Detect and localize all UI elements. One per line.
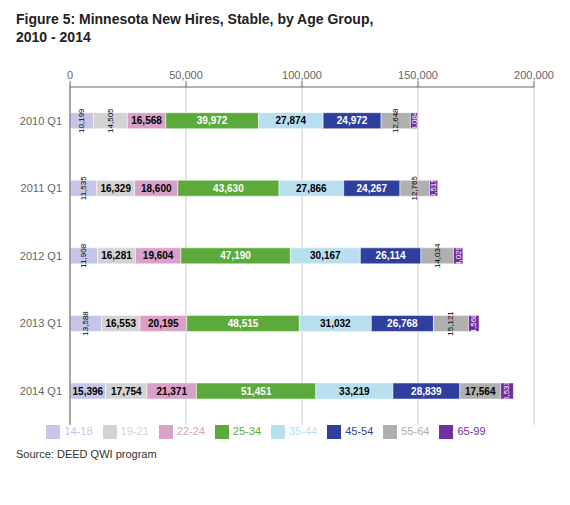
html-text:45-54: 45-54 — [345, 425, 374, 438]
svg-text:2013 Q1: 2013 Q1 — [20, 318, 62, 330]
svg-text:3,515: 3,515 — [429, 178, 438, 199]
svg-text:27,874: 27,874 — [276, 116, 307, 127]
svg-text:3,084: 3,084 — [410, 111, 419, 132]
svg-text:50,000: 50,000 — [169, 69, 203, 81]
svg-text:21,371: 21,371 — [156, 386, 187, 397]
svg-text:16,568: 16,568 — [131, 116, 162, 127]
svg-text:15,121: 15,121 — [446, 311, 455, 336]
svg-text:26,114: 26,114 — [376, 251, 406, 262]
svg-text:2012 Q1: 2012 Q1 — [20, 250, 62, 262]
svg-text:24,267: 24,267 — [357, 183, 388, 194]
svg-text:4,029: 4,029 — [454, 246, 463, 267]
svg-text:4,568: 4,568 — [469, 313, 478, 334]
svg-text:47,190: 47,190 — [220, 251, 251, 262]
svg-text:16,329: 16,329 — [100, 183, 131, 194]
svg-text:26,768: 26,768 — [387, 318, 418, 329]
svg-text:13,588: 13,588 — [81, 311, 90, 336]
html-text:Source: DEED QWI program: Source: DEED QWI program — [16, 448, 157, 461]
svg-text:2010 Q1: 2010 Q1 — [20, 115, 62, 127]
svg-text:200,000: 200,000 — [514, 69, 554, 81]
svg-text:100,000: 100,000 — [282, 69, 322, 81]
svg-text:31,032: 31,032 — [320, 318, 351, 329]
svg-text:48,515: 48,515 — [228, 318, 259, 329]
html-text:65-99: 65-99 — [457, 425, 486, 438]
svg-text:2011 Q1: 2011 Q1 — [21, 183, 62, 195]
html-text:22-24: 22-24 — [176, 425, 205, 438]
html-text:25-34: 25-34 — [232, 425, 261, 438]
svg-text:51,451: 51,451 — [241, 386, 272, 397]
svg-text:17,564: 17,564 — [465, 386, 496, 397]
svg-text:43,630: 43,630 — [213, 183, 244, 194]
html-text:19-21: 19-21 — [120, 425, 149, 438]
svg-text:27,866: 27,866 — [296, 183, 327, 194]
svg-text:12,765: 12,765 — [410, 176, 419, 201]
svg-text:24,972: 24,972 — [337, 116, 368, 127]
html-text:55-64: 55-64 — [401, 425, 430, 438]
svg-text:12,648: 12,648 — [391, 108, 400, 133]
svg-text:17,754: 17,754 — [111, 386, 142, 397]
svg-text:14,505: 14,505 — [106, 108, 115, 133]
svg-text:150,000: 150,000 — [398, 69, 438, 81]
html-text:35-44: 35-44 — [289, 425, 318, 438]
svg-text:11,535: 11,535 — [79, 176, 88, 200]
svg-text:33,219: 33,219 — [339, 386, 370, 397]
svg-text:15,396: 15,396 — [73, 386, 104, 397]
svg-text:28,839: 28,839 — [411, 386, 442, 397]
svg-text:39,972: 39,972 — [197, 116, 228, 127]
svg-text:20,195: 20,195 — [148, 318, 179, 329]
svg-text:2014 Q1: 2014 Q1 — [20, 385, 62, 397]
svg-text:19,604: 19,604 — [143, 251, 174, 262]
svg-text:16,553: 16,553 — [105, 318, 136, 329]
html-text:14-18: 14-18 — [64, 425, 93, 438]
svg-text:10,199: 10,199 — [77, 108, 86, 133]
html-text:Figure 5: Minnesota New Hires,: Figure 5: Minnesota New Hires, Stable, b… — [16, 11, 374, 46]
svg-text:16,281: 16,281 — [101, 251, 132, 262]
svg-text:11,908: 11,908 — [79, 244, 88, 268]
svg-text:14,034: 14,034 — [433, 243, 442, 268]
svg-text:0: 0 — [67, 69, 73, 81]
svg-text:5,533: 5,533 — [502, 381, 511, 402]
svg-text:30,167: 30,167 — [310, 251, 341, 262]
svg-text:18,600: 18,600 — [141, 183, 172, 194]
